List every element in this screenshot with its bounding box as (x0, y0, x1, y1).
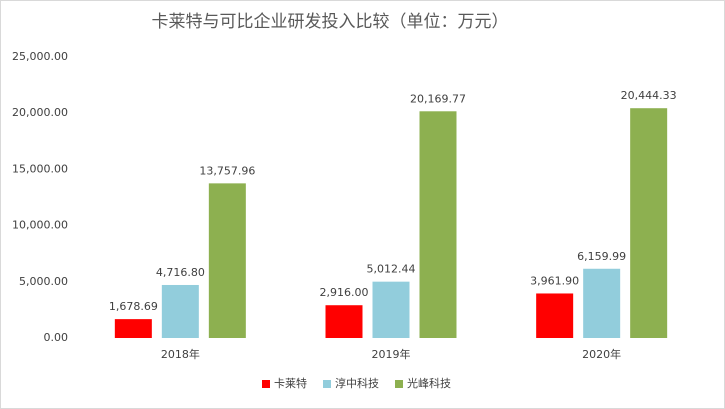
x-tick-label: 2019年 (372, 347, 411, 361)
bar (325, 305, 363, 338)
legend-swatch (395, 380, 403, 388)
legend-label: 光峰科技 (407, 376, 451, 390)
bar (372, 281, 410, 338)
value-label: 3,961.90 (530, 274, 579, 287)
chart-title: 卡莱特与可比企业研发投入比较（单位：万元） (152, 12, 509, 32)
value-label: 5,012.44 (367, 263, 416, 276)
x-tick-label: 2020年 (582, 347, 621, 361)
value-label: 6,159.99 (577, 250, 626, 263)
y-tick-label: 0.00 (44, 331, 69, 344)
legend-swatch (262, 380, 270, 388)
legend-swatch (323, 380, 331, 388)
y-tick-label: 10,000.00 (12, 219, 68, 232)
value-label: 20,169.77 (410, 92, 466, 105)
y-tick-label: 5,000.00 (19, 275, 68, 288)
legend-label: 淳中科技 (335, 376, 379, 390)
bar (208, 183, 246, 338)
bar (583, 268, 621, 338)
bar (536, 293, 574, 338)
bar (114, 319, 152, 338)
bar (630, 108, 668, 338)
y-tick-label: 25,000.00 (12, 50, 68, 63)
legend-label: 卡莱特 (274, 376, 307, 390)
value-label: 4,716.80 (156, 266, 205, 279)
value-label: 13,757.96 (199, 164, 255, 177)
y-tick-label: 15,000.00 (12, 162, 68, 175)
value-label: 20,444.33 (621, 89, 677, 102)
bar (419, 111, 457, 339)
value-label: 1,678.69 (109, 300, 158, 313)
bar (161, 284, 199, 338)
x-tick-label: 2018年 (161, 347, 200, 361)
value-label: 2,916.00 (320, 286, 369, 299)
y-tick-label: 20,000.00 (12, 106, 68, 119)
